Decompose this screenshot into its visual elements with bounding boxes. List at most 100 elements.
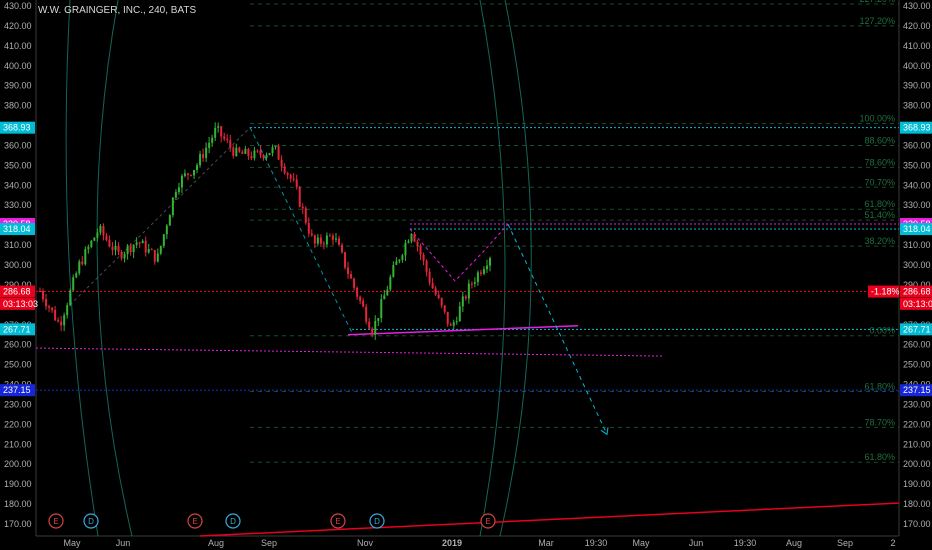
y-tick-label-left: 220.00 xyxy=(4,419,32,429)
y-tick-label-right: 300.00 xyxy=(903,260,931,270)
y-tick-label-right: 290.00 xyxy=(903,280,931,290)
y-tick-label-left: 420.00 xyxy=(4,21,32,31)
candle-body xyxy=(461,296,464,307)
y-tick-label-right: 190.00 xyxy=(903,479,931,489)
price-tag-right: 03:13:03 xyxy=(900,297,932,310)
y-tick-label-left: 400.00 xyxy=(4,61,32,71)
fib-level-label: 78.60% xyxy=(864,157,895,167)
candle-body xyxy=(301,206,304,209)
candle-body xyxy=(217,126,220,128)
candle-body xyxy=(232,147,235,156)
price-tag-right-bg xyxy=(900,384,932,397)
candle-body xyxy=(105,235,108,240)
candle-body xyxy=(165,225,168,235)
price-tag-left-bg xyxy=(0,384,35,397)
y-tick-label-right: 350.00 xyxy=(903,160,931,170)
candle-body xyxy=(482,269,485,274)
candle-body xyxy=(344,252,347,268)
candle-body xyxy=(183,173,186,176)
candle-body xyxy=(428,271,431,283)
candle-body xyxy=(96,232,99,238)
y-tick-label-right: 330.00 xyxy=(903,200,931,210)
price-tag-right-bg xyxy=(900,121,932,134)
fib-level-label: 100.00% xyxy=(859,114,895,124)
fib-level-label: 61.80% xyxy=(864,382,895,392)
fib-arcs xyxy=(65,0,532,537)
candle-body xyxy=(419,246,422,255)
candle-body xyxy=(404,242,407,256)
y-tick-label-right: 410.00 xyxy=(903,41,931,51)
candle-body xyxy=(126,245,129,254)
fib-retracement: 227.20% 127.20% 100.00% 88.60% 78.60% 70.70% 6… xyxy=(250,0,899,463)
candle-body xyxy=(268,153,271,155)
x-tick-label: 19:30 xyxy=(734,538,757,548)
candle-body xyxy=(455,321,458,323)
candle-body xyxy=(211,137,214,143)
event-marker: D xyxy=(369,513,385,529)
price-tag-right-bg xyxy=(900,285,932,298)
y-tick-label-left: 210.00 xyxy=(4,439,32,449)
fib-level-label: 78.70% xyxy=(864,417,895,427)
support-trendline xyxy=(347,325,579,336)
fib-arc xyxy=(499,0,532,537)
candle-body xyxy=(69,290,72,306)
candle-body xyxy=(425,260,428,272)
price-tag-right-text: 03:13:03 xyxy=(903,299,932,309)
candle-body xyxy=(235,147,238,156)
y-tick-label-right: 380.00 xyxy=(903,101,931,111)
candle-body xyxy=(54,309,57,321)
price-tag-right: 368.93 xyxy=(900,121,932,134)
candle-body xyxy=(304,208,307,223)
candle-body xyxy=(247,148,250,157)
x-tick-label: 2 xyxy=(890,538,895,548)
y-tick-label-right: 230.00 xyxy=(903,399,931,409)
candle-body xyxy=(371,328,374,335)
event-marker-circle xyxy=(187,513,203,529)
event-marker: E xyxy=(330,513,346,529)
candle-body xyxy=(316,237,319,244)
candle-body xyxy=(141,240,144,244)
candle-body xyxy=(66,305,69,316)
candle-body xyxy=(386,289,389,296)
candle-body xyxy=(331,235,334,240)
candle-body xyxy=(102,225,105,236)
candle-body xyxy=(356,287,359,297)
candle-body xyxy=(489,258,491,266)
y-tick-label-left: 350.00 xyxy=(4,160,32,170)
candle-body xyxy=(350,274,353,279)
y-tick-label-left: 430.00 xyxy=(4,1,32,11)
candle-body xyxy=(253,150,256,159)
x-tick-label: Jun xyxy=(116,538,131,548)
candle-body xyxy=(226,138,229,141)
candle-body xyxy=(196,165,199,171)
price-tag-right-text: 368.93 xyxy=(903,123,931,133)
y-tick-label-right: 310.00 xyxy=(903,240,931,250)
candle-body xyxy=(117,245,120,252)
candle-body xyxy=(214,127,217,138)
y-tick-label-left: 380.00 xyxy=(4,101,32,111)
x-tick-label: Sep xyxy=(837,538,853,548)
projection-arrowhead xyxy=(600,427,609,436)
candle-body xyxy=(434,288,437,295)
price-tag-left-bg xyxy=(0,323,35,336)
x-tick-label: May xyxy=(632,538,650,548)
candle-body xyxy=(208,142,211,148)
x-tick-label: Sep xyxy=(261,538,277,548)
y-tick-label-left: 330.00 xyxy=(4,200,32,210)
fib-level-label: 127.20% xyxy=(859,16,895,26)
candle-body xyxy=(159,245,162,254)
candle-body xyxy=(78,261,81,274)
candle-body xyxy=(42,291,45,300)
candle-body xyxy=(362,300,365,307)
long-term-trendline xyxy=(199,502,900,537)
candle-body xyxy=(39,290,41,292)
candle-body xyxy=(479,272,482,274)
candle-body xyxy=(347,267,350,275)
price-tag-left-text: 318.04 xyxy=(3,224,31,234)
candle-body xyxy=(319,237,322,244)
price-tag-left-bg xyxy=(0,223,35,236)
candle-body xyxy=(413,233,416,242)
candle-body xyxy=(337,238,340,245)
y-tick-label-left: 190.00 xyxy=(4,479,32,489)
